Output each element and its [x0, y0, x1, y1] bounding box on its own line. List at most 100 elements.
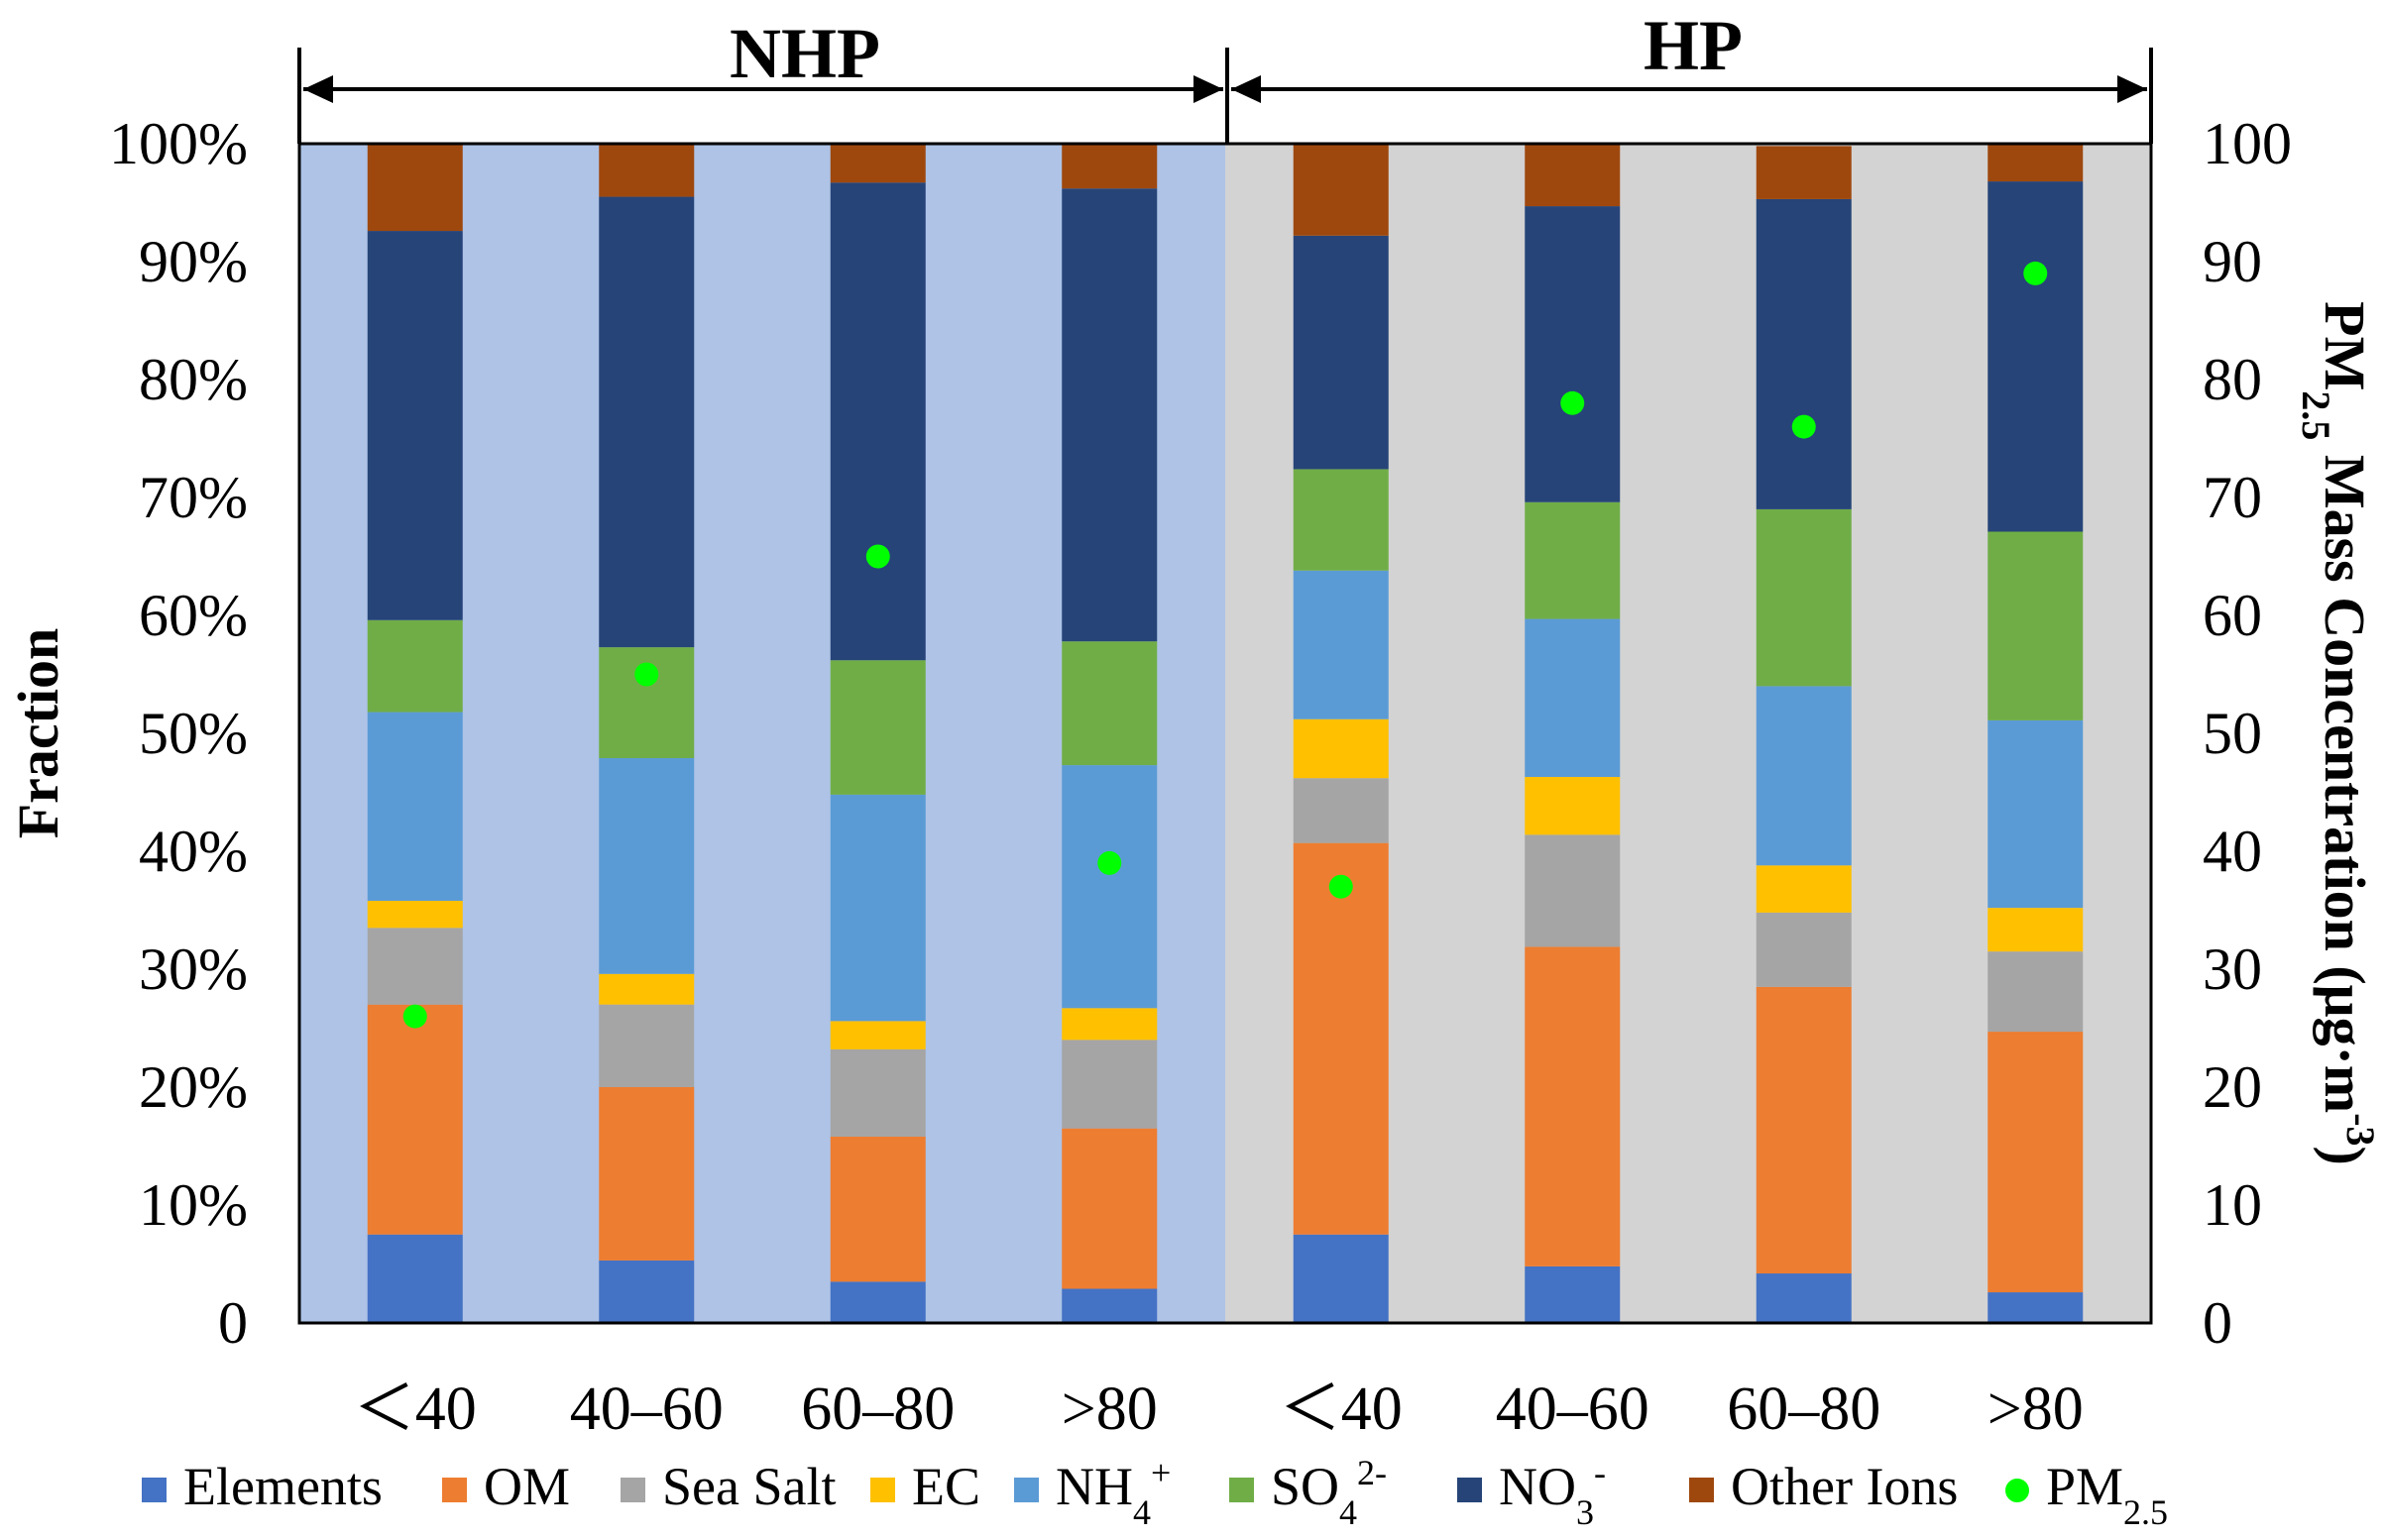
y2-tick-label: 60 [2203, 583, 2262, 648]
bar-segment-other-ions-2 [830, 144, 926, 183]
x-axis-ticks: ＜40 40–60 60–80 >80 ＜40 40–60 60–80 >80 [354, 1375, 2084, 1443]
y-tick-label: 80% [139, 347, 248, 412]
pm25-point-2 [865, 544, 890, 569]
legend-label-sea-salt: Sea Salt [662, 1457, 836, 1516]
x-tick-label: 40–60 [1496, 1375, 1649, 1443]
bar-segment-sea-salt-2 [830, 1048, 926, 1137]
y2-title-close: ) [2313, 1147, 2377, 1165]
legend: Elements OM Sea Salt EC NH4+ SO42- NO3- Other I… [142, 1453, 2168, 1532]
y-tick-label: 50% [139, 701, 248, 766]
y-tick-label: 60% [139, 583, 248, 648]
bar-segment-elements-6 [1756, 1273, 1852, 1323]
bar-segment-nh4--7 [1988, 719, 2084, 909]
pm25-points [402, 261, 2048, 1029]
bar-segment-so42--3 [1062, 641, 1158, 766]
y2-tick-label: 20 [2203, 1054, 2262, 1120]
y2-title-rest: Mass Concentration (μg·m [2313, 440, 2377, 1113]
bar-segment-so42--7 [1988, 531, 2084, 720]
x-tick-label: ＜40 [354, 1375, 477, 1443]
legend-swatch-no3- [1457, 1478, 1482, 1502]
pm25-point-3 [1097, 850, 1122, 875]
legend-marker-pm2-5 [2005, 1479, 2029, 1502]
bar-segment-elements-2 [830, 1281, 926, 1323]
bar-segment-ec-6 [1756, 865, 1852, 913]
y2-tick-label: 50 [2203, 701, 2262, 766]
pm25-point-5 [1560, 390, 1585, 415]
bar-segment-nh4--6 [1756, 686, 1852, 866]
legend-label-om: OM [484, 1457, 570, 1516]
bar-segment-other-ions-3 [1062, 144, 1158, 189]
bar-segment-so42--6 [1756, 508, 1852, 687]
bar-segment-sea-salt-3 [1062, 1040, 1158, 1129]
y2-tick-label: 40 [2203, 819, 2262, 884]
group-arrows [297, 48, 2153, 144]
bar-segment-sea-salt-0 [367, 928, 463, 1005]
legend-swatch-om [442, 1478, 467, 1502]
arrowhead-nhp-left [303, 75, 333, 103]
bar-segment-om-1 [599, 1087, 695, 1261]
legend-label-ec: EC [912, 1457, 980, 1516]
x-tick-label: 60–80 [801, 1375, 955, 1443]
bar-segment-other-ions-1 [599, 144, 695, 197]
bar-segment-so42--4 [1293, 469, 1389, 571]
arrowheads [303, 75, 2147, 103]
bar-segments [367, 144, 2084, 1323]
x-tick-label: >80 [1988, 1375, 2084, 1443]
arrowhead-hp-left [1231, 75, 1261, 103]
y-tick-label: 90% [139, 229, 248, 294]
y-tick-label: 70% [139, 465, 248, 530]
bar-segment-om-2 [830, 1136, 926, 1282]
bar-segment-ec-3 [1062, 1008, 1158, 1041]
legend-label-elements: Elements [183, 1457, 383, 1516]
bar-segment-nh4--5 [1525, 618, 1621, 778]
y2-tick-label: 0 [2203, 1290, 2232, 1356]
y-tick-label: 100% [109, 111, 248, 176]
legend-swatch-sea-salt [621, 1478, 645, 1502]
y-axis-ticks: 0 10% 20% 30% 40% 50% 60% 70% 80% 90% 100% [109, 111, 248, 1356]
y-axis-title: Fraction [6, 628, 70, 839]
legend-swatch-so42- [1229, 1478, 1254, 1502]
bar-segment-ec-4 [1293, 718, 1389, 779]
x-tick-label: 60–80 [1727, 1375, 1880, 1443]
bar-segment-elements-1 [599, 1260, 695, 1323]
x-tick-label: ＜40 [1280, 1375, 1403, 1443]
y-tick-label: 30% [139, 936, 248, 1002]
y-tick-label: 40% [139, 819, 248, 884]
bar-segment-om-0 [367, 1004, 463, 1235]
bar-segment-nh4--1 [599, 757, 695, 974]
y2-tick-label: 90 [2203, 229, 2262, 294]
bar-segment-no3--5 [1525, 206, 1621, 502]
bar-segment-no3--2 [830, 182, 926, 661]
bar-segment-om-4 [1293, 842, 1389, 1235]
group-label-hp: HP [1644, 6, 1743, 85]
legend-label-no3-: NO3- [1499, 1453, 1606, 1532]
bar-segment-ec-2 [830, 1021, 926, 1049]
bar-segment-sea-salt-4 [1293, 778, 1389, 843]
bar-segment-nh4--4 [1293, 570, 1389, 719]
bar-segment-nh4--3 [1062, 765, 1158, 1009]
bar-segment-om-5 [1525, 946, 1621, 1266]
pm25-point-7 [2023, 261, 2048, 285]
bar-segment-sea-salt-6 [1756, 912, 1852, 987]
bar-segment-no3--4 [1293, 235, 1389, 470]
legend-swatch-nh4- [1014, 1478, 1039, 1502]
bar-segment-elements-5 [1525, 1265, 1621, 1323]
bar-segment-other-ions-5 [1525, 145, 1621, 207]
bar-segment-om-3 [1062, 1128, 1158, 1289]
group-backgrounds [299, 144, 2151, 1323]
y-tick-label: 20% [139, 1054, 248, 1120]
bar-segment-ec-1 [599, 973, 695, 1005]
pm25-point-0 [402, 1004, 427, 1029]
bar-segment-elements-3 [1062, 1288, 1158, 1323]
arrowhead-nhp-right [1193, 75, 1223, 103]
bar-segment-elements-0 [367, 1234, 463, 1323]
bar-segment-om-7 [1988, 1032, 2084, 1293]
bar-segment-so42--0 [367, 619, 463, 713]
y2-tick-label: 10 [2203, 1172, 2262, 1238]
bar-segment-elements-4 [1293, 1234, 1389, 1323]
y2-axis-title: PM2.5 Mass Concentration (μg·m-3) [2295, 301, 2384, 1165]
bar-segment-nh4--2 [830, 794, 926, 1022]
legend-label-so42-: SO42- [1271, 1453, 1387, 1532]
bar-segment-ec-5 [1525, 777, 1621, 835]
